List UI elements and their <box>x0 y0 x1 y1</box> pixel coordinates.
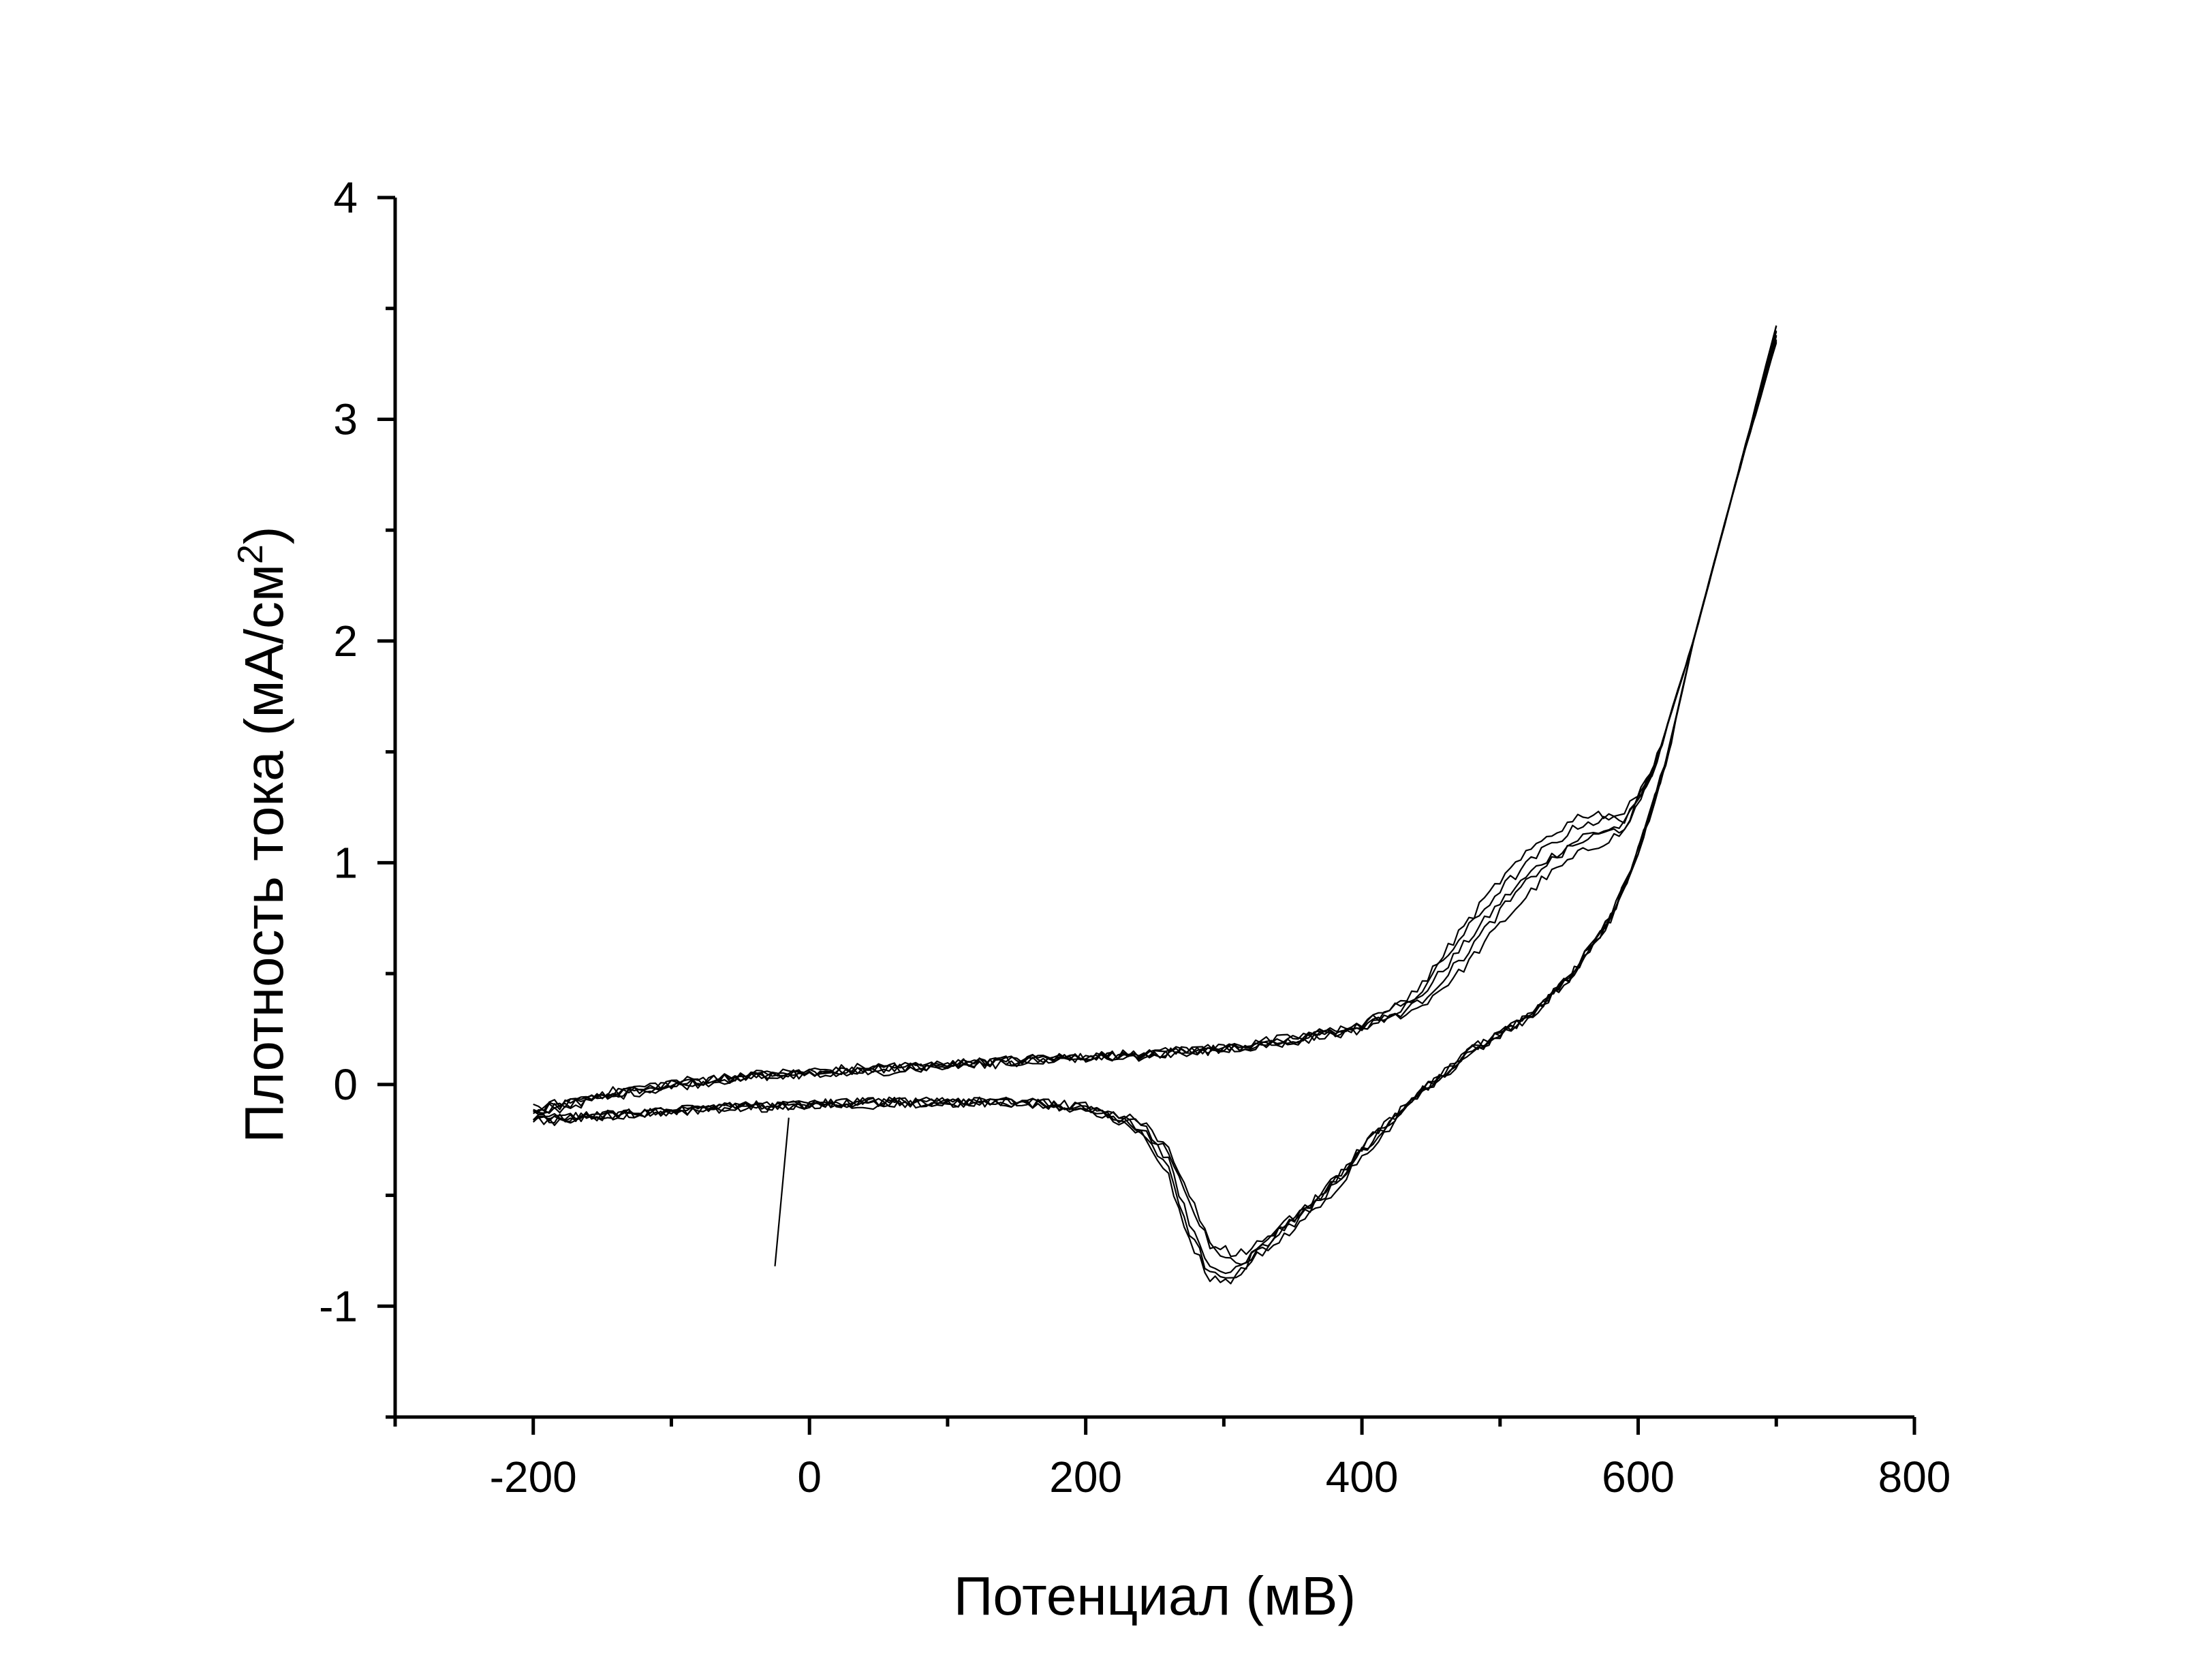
x-tick-label: 600 <box>1602 1452 1675 1502</box>
y-tick-label: 0 <box>333 1060 358 1109</box>
cycle-2-anodic-sweep <box>533 341 1777 1115</box>
y-tick-label: 2 <box>333 617 358 666</box>
cycle-3-cathodic-sweep <box>533 336 1777 1275</box>
cycle-4-cathodic-sweep <box>533 340 1777 1279</box>
x-tick-label: 800 <box>1878 1452 1951 1502</box>
y-axis-title: Плотность тока (мА/см2) <box>231 526 294 1142</box>
x-tick-label: -200 <box>490 1452 577 1502</box>
x-axis-title: Потенциал (мВ) <box>954 1566 1356 1626</box>
cycle-5-anodic-sweep <box>533 326 1777 1115</box>
x-tick-label: 200 <box>1049 1452 1122 1502</box>
axes-layer: -200 0 200 400 600 800 -1 0 1 2 3 4 <box>319 173 1951 1502</box>
initial-segment <box>774 1117 790 1266</box>
series-layer <box>532 325 1777 1285</box>
cycle-5-cathodic-sweep <box>532 325 1777 1285</box>
cycle-4-anodic-sweep <box>533 339 1777 1114</box>
cycle-1-anodic-sweep <box>533 330 1777 1113</box>
cycle-3-anodic-sweep <box>533 335 1777 1112</box>
y-axis-title-superscript: 2 <box>231 544 270 564</box>
y-tick-label: 4 <box>333 173 358 222</box>
x-tick-label: 400 <box>1326 1452 1399 1502</box>
y-tick-label: -1 <box>319 1281 358 1331</box>
cycle-1-cathodic-sweep <box>533 331 1777 1258</box>
y-tick-label: 1 <box>333 838 358 887</box>
x-tick-label: 0 <box>797 1452 822 1502</box>
y-tick-label: 3 <box>333 394 358 444</box>
cycle-2-cathodic-sweep <box>532 342 1777 1265</box>
